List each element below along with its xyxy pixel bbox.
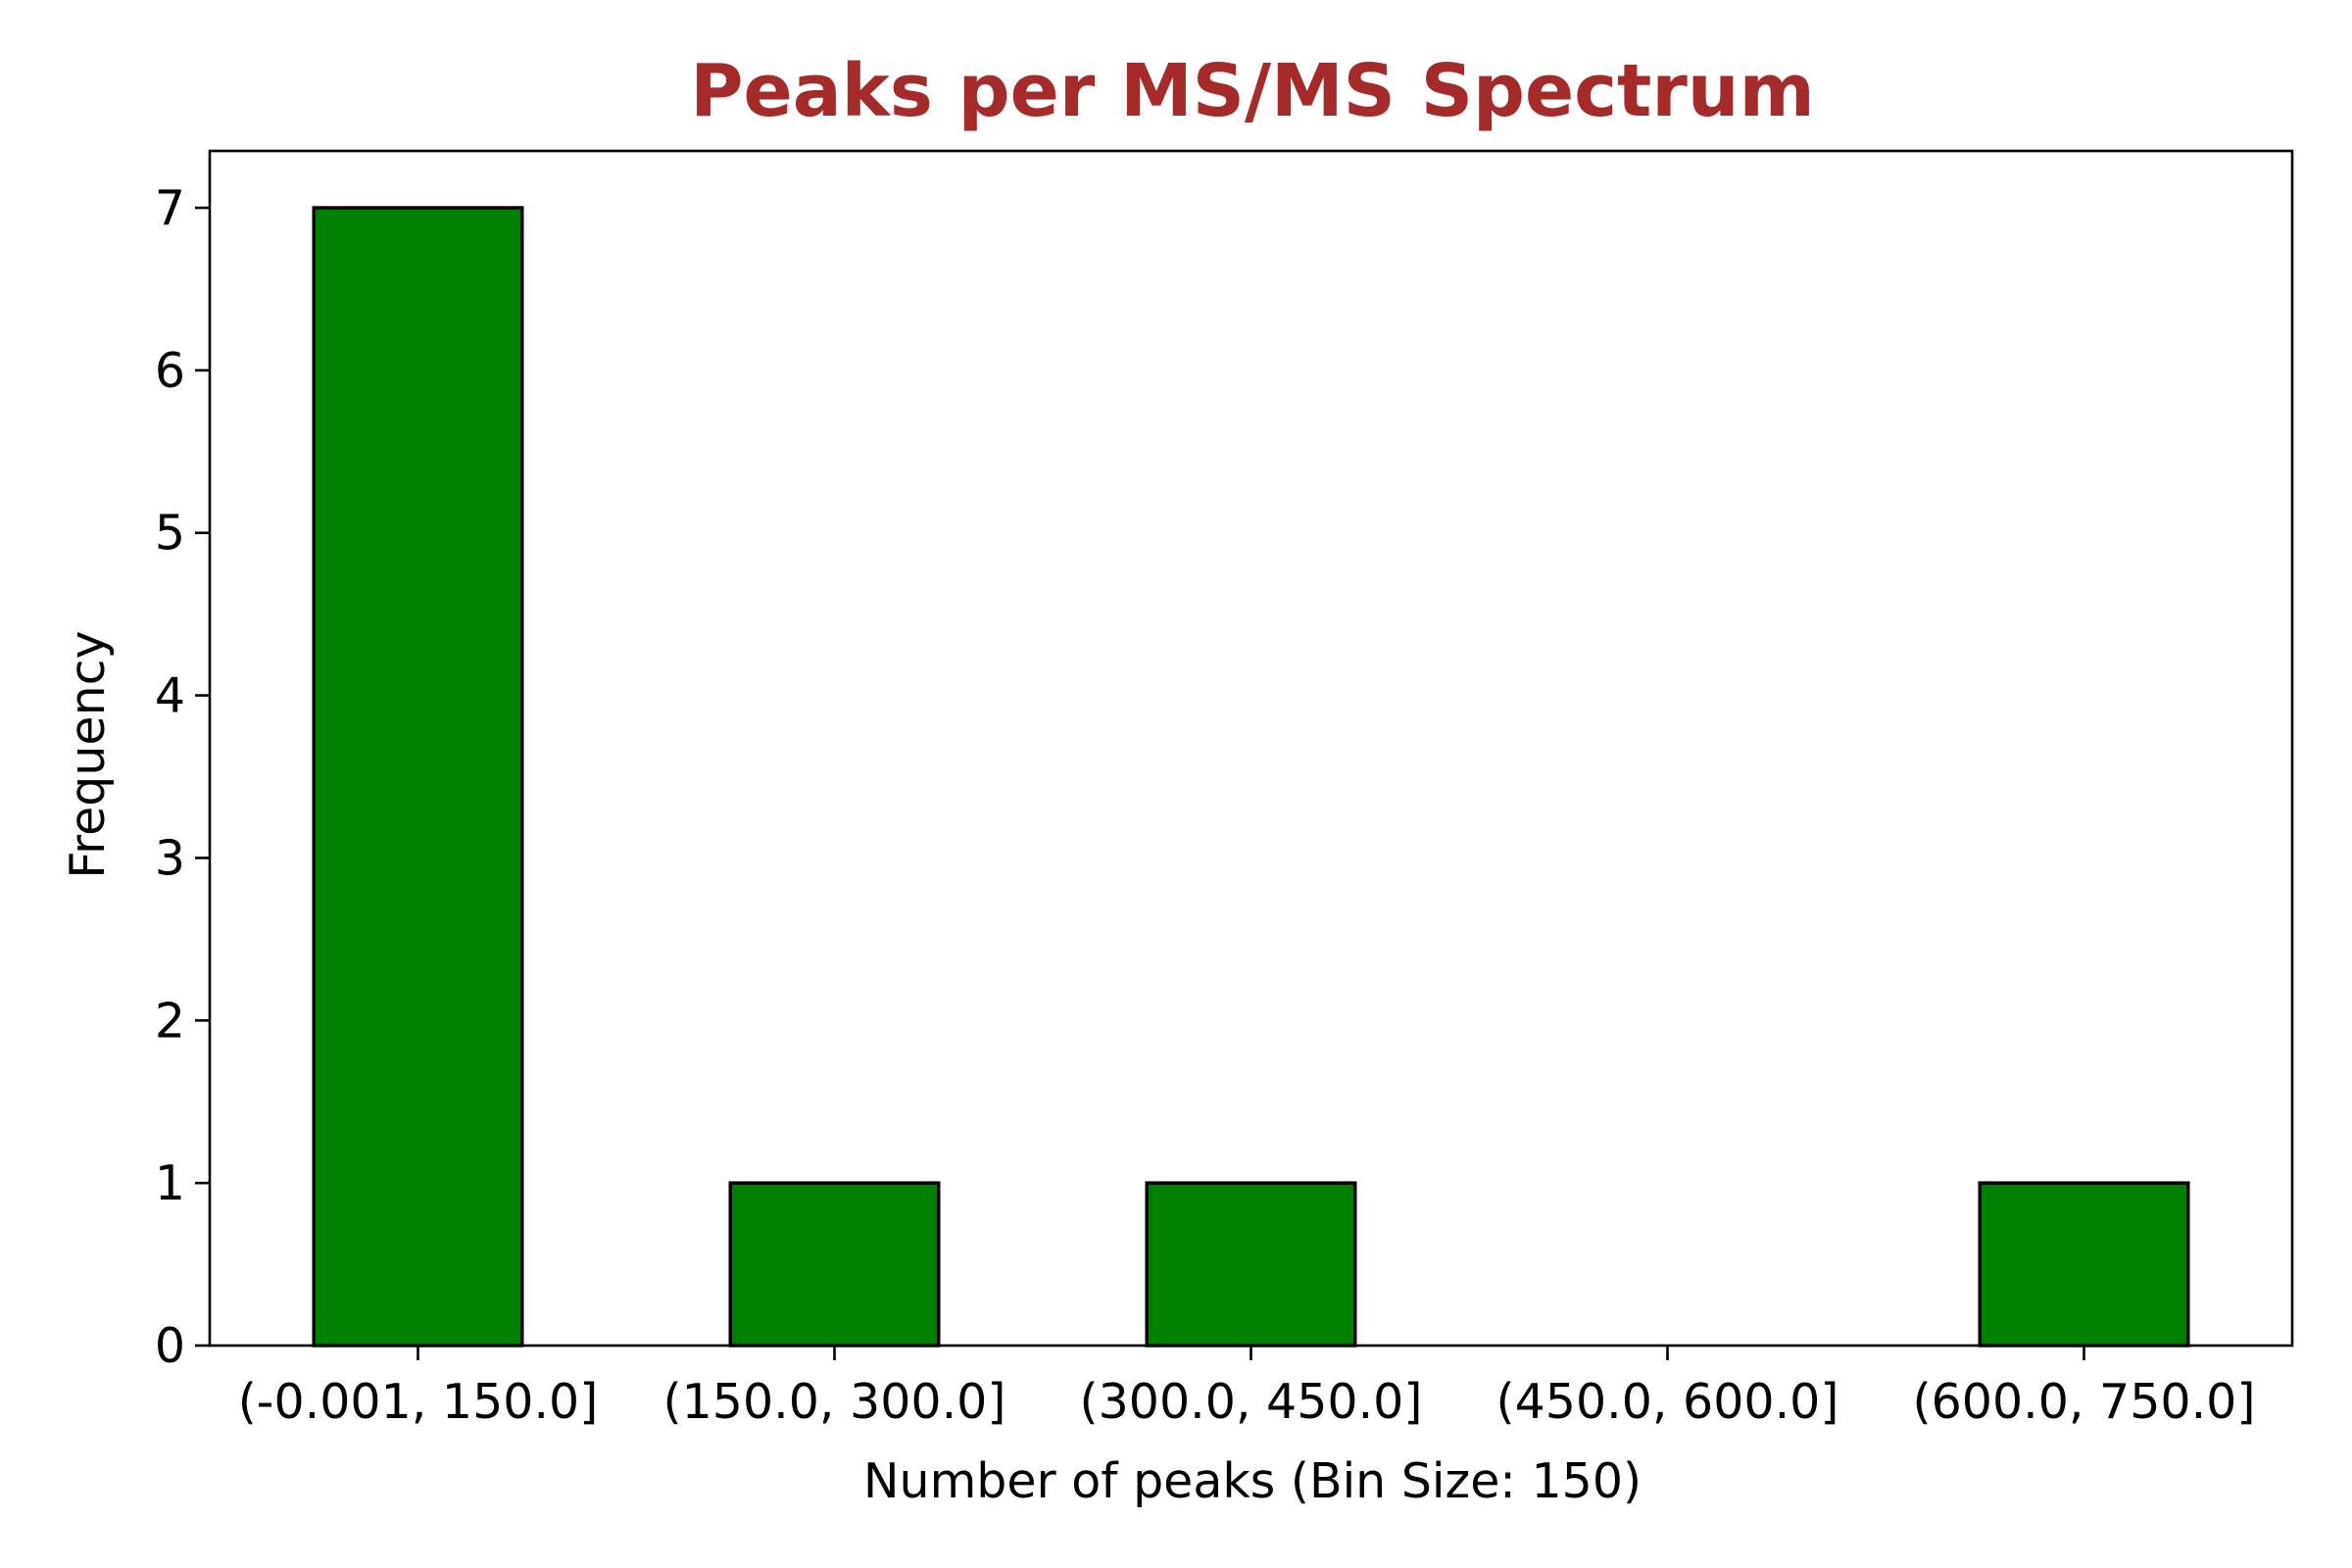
x-tick-label-4: (600.0, 750.0] <box>1913 1374 2256 1430</box>
x-tick-label-3: (450.0, 600.0] <box>1496 1374 1839 1430</box>
y-axis-label: Frequency <box>60 630 116 878</box>
x-tick-label-2: (300.0, 450.0] <box>1080 1374 1423 1430</box>
bar-1 <box>728 1181 941 1348</box>
y-tick-label-1: 1 <box>155 1155 185 1211</box>
y-tick-label-2: 2 <box>155 993 185 1049</box>
bar-0 <box>312 206 524 1348</box>
y-tick-label-7: 7 <box>155 180 185 236</box>
y-tick-label-6: 6 <box>155 343 185 399</box>
y-tick-label-3: 3 <box>155 830 185 886</box>
x-axis-label: Number of peaks (Bin Size: 150) <box>863 1453 1642 1509</box>
x-tick-label-0: (-0.001, 150.0] <box>238 1374 599 1430</box>
y-tick-label-4: 4 <box>155 668 185 724</box>
bar-4 <box>1978 1181 2190 1348</box>
y-tick-label-5: 5 <box>155 506 185 562</box>
bars-layer <box>312 206 2190 1348</box>
x-tick-label-1: (150.0, 300.0] <box>663 1374 1006 1430</box>
bar-2 <box>1145 1181 1357 1348</box>
ticks-layer: 0 1 2 3 4 5 6 7 (-0.001, 150.0] (150.0, 300.0] (30… <box>155 180 2256 1430</box>
y-tick-label-0: 0 <box>155 1318 185 1374</box>
chart-title: Peaks per MS/MS Spectrum <box>690 49 1814 133</box>
